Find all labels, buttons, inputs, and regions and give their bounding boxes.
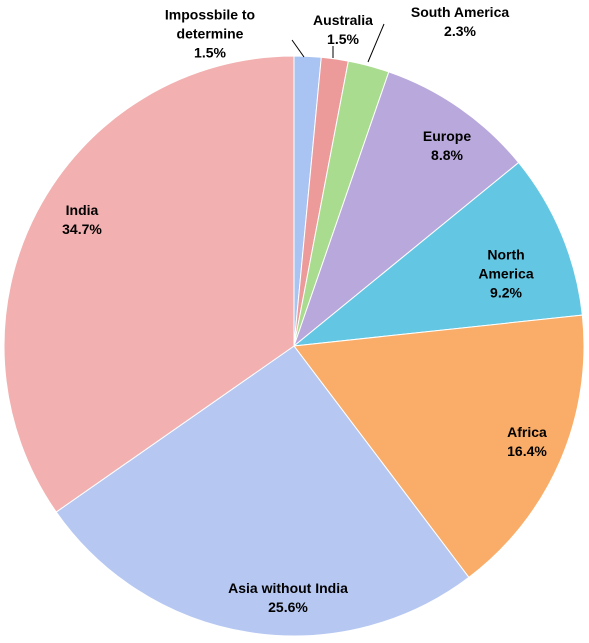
slice-label: Asia without India 25.6%: [228, 579, 348, 617]
category-label: Asia without India: [228, 580, 348, 596]
value-label: 34.7%: [62, 221, 102, 237]
category-label: North America: [478, 246, 534, 282]
pie-slice: [292, 161, 583, 347]
category-label: Impossbile to determine: [164, 6, 256, 42]
value-label: 9.2%: [490, 284, 522, 301]
slice-label: India 34.7%: [62, 201, 102, 239]
value-label: 25.6%: [268, 599, 308, 615]
value-label: 16.4%: [507, 443, 547, 459]
pie-slice: [55, 345, 470, 637]
category-label: India: [65, 202, 99, 218]
value-label: 1.5%: [194, 44, 226, 61]
slice-label: North America 9.2%: [465, 246, 548, 303]
category-label: Australia: [313, 12, 373, 28]
value-label: 8.8%: [431, 147, 463, 163]
leader-line: [291, 39, 305, 58]
value-label: 1.5%: [327, 31, 359, 47]
slice-label: Europe 8.8%: [423, 127, 471, 165]
category-label: Europe: [422, 128, 472, 144]
slice-label: Africa 16.4%: [507, 423, 547, 461]
value-label: 2.3%: [444, 23, 476, 39]
leader-line: [367, 23, 385, 63]
category-label: South America: [410, 4, 510, 20]
slice-label: South America 2.3%: [411, 3, 509, 41]
slice-label: Australia 1.5%: [313, 11, 373, 49]
pie-slice: [3, 55, 295, 513]
pie-slice: [293, 314, 585, 579]
slice-label: Impossbile to determine 1.5%: [155, 6, 265, 63]
pie-slice: [292, 71, 520, 348]
category-label: Africa: [507, 424, 547, 440]
